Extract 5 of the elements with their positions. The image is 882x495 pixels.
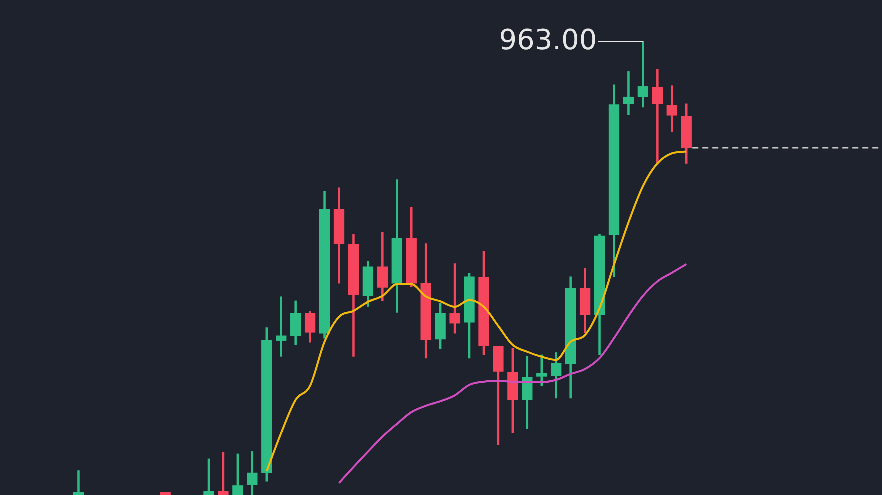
candlestick (638, 41, 649, 108)
candlestick (276, 296, 287, 357)
candlestick (623, 72, 634, 116)
candlestick (73, 470, 84, 495)
annotation: 963.00 (499, 23, 598, 56)
